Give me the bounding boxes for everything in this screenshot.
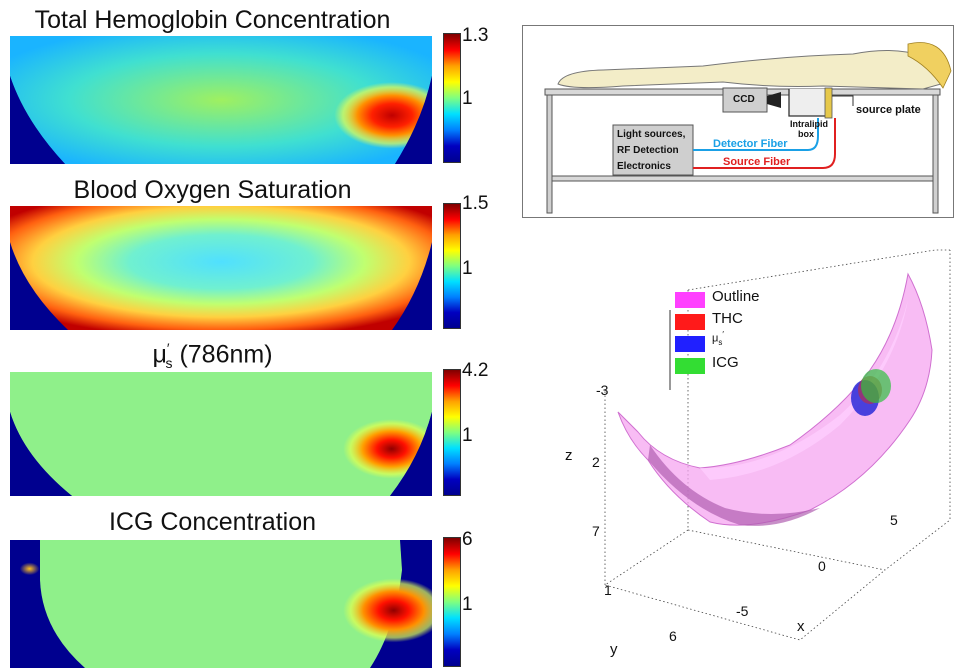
so2-map bbox=[10, 206, 432, 330]
legend-swatch-thc bbox=[675, 314, 705, 330]
legend-swatch-outline bbox=[675, 292, 705, 308]
y-tick-6: 6 bbox=[669, 628, 677, 644]
instrument-schematic: CCD source plate Intralipid box Light so… bbox=[522, 25, 954, 218]
x-tick-5: 5 bbox=[890, 512, 898, 528]
mus-colorbar-mid: 1 bbox=[462, 425, 473, 446]
legend-label-outline: Outline bbox=[712, 288, 760, 305]
detector-fiber-label: Detector Fiber bbox=[713, 138, 788, 150]
electronics-label-3: Electronics bbox=[617, 161, 671, 172]
patient-figure bbox=[557, 49, 942, 90]
ccd-label: CCD bbox=[733, 94, 755, 105]
bounding-box bbox=[604, 249, 951, 641]
icg-map bbox=[10, 540, 432, 668]
intralipid-label: Intralipid bbox=[790, 119, 828, 129]
table-leg-right bbox=[932, 94, 939, 214]
isosurface-3d-plot bbox=[604, 249, 951, 641]
legend-label-mus: μs′ bbox=[712, 330, 724, 347]
legend-mus-symbol: μ bbox=[712, 332, 719, 345]
mus-wavelength: (786nm) bbox=[179, 340, 273, 369]
electronics-label-2: RF Detection bbox=[617, 145, 679, 156]
so2-colorbar bbox=[443, 203, 461, 329]
z-tick-bottom: 7 bbox=[592, 523, 600, 539]
mus-hotspot bbox=[230, 372, 432, 496]
electronics-box bbox=[612, 124, 694, 176]
x-tick-0: 0 bbox=[818, 558, 826, 574]
legend-label-thc: THC bbox=[712, 310, 743, 327]
thc-colorbar-mid: 1 bbox=[462, 88, 473, 109]
thc-hotspot bbox=[210, 36, 432, 164]
mus-colorbar-max: 4.2 bbox=[462, 360, 489, 381]
legend-label-icg: ICG bbox=[712, 354, 739, 371]
icg-hotspot bbox=[230, 540, 432, 668]
thc-outer-mask bbox=[10, 76, 432, 164]
source-plate bbox=[824, 87, 833, 119]
icg-colorbar bbox=[443, 537, 461, 667]
mus-map bbox=[10, 372, 432, 496]
thc-map bbox=[10, 36, 432, 164]
source-plate-pointer bbox=[832, 95, 854, 106]
source-plate-label: source plate bbox=[856, 104, 921, 116]
source-fiber-line bbox=[693, 118, 836, 169]
legend-mus-prime: ′ bbox=[722, 330, 724, 339]
thc-colorbar bbox=[443, 33, 461, 163]
box-label: box bbox=[798, 129, 815, 139]
legend-mus-sub: s bbox=[718, 337, 723, 347]
so2-colorbar-max: 1.5 bbox=[462, 193, 489, 214]
mus-colorbar bbox=[443, 369, 461, 496]
source-fiber-label: Source Fiber bbox=[723, 156, 791, 168]
detector-fiber-line bbox=[693, 118, 819, 151]
mus-prime: ′ bbox=[166, 340, 170, 356]
schematic-drawing bbox=[544, 42, 952, 214]
z-tick-mid: 2 bbox=[592, 454, 600, 470]
icg-left-spot bbox=[10, 540, 150, 630]
legend-swatch-icg bbox=[675, 358, 705, 374]
x-tick-neg5: -5 bbox=[736, 603, 749, 619]
patient-hair bbox=[907, 42, 952, 89]
electronics-label-1: Light sources, bbox=[617, 129, 686, 140]
ccd-camera bbox=[722, 87, 768, 113]
z-axis-label: z bbox=[565, 447, 573, 464]
breast-outline-underside bbox=[648, 445, 820, 526]
so2-panel-title: Blood Oxygen Saturation bbox=[73, 176, 352, 204]
mus-symbol: μ bbox=[152, 340, 167, 369]
mus-subscript: s bbox=[165, 355, 173, 372]
intralipid-box bbox=[788, 89, 830, 117]
table-crossbar bbox=[551, 175, 934, 182]
so2-colorbar-mid: 1 bbox=[462, 258, 473, 279]
mus-outer-mask bbox=[10, 412, 432, 496]
thc-panel-title: Total Hemoglobin Concentration bbox=[34, 6, 391, 34]
table-leg-left bbox=[546, 94, 553, 214]
breast-outline-surface bbox=[617, 272, 933, 526]
legend-swatch-mus bbox=[675, 336, 705, 352]
icg-isosurface bbox=[861, 369, 891, 403]
icg-colorbar-mid: 1 bbox=[462, 594, 473, 615]
y-axis-label: y bbox=[610, 641, 618, 658]
ccd-lens bbox=[767, 92, 781, 108]
thc-colorbar-max: 1.3 bbox=[462, 25, 489, 46]
y-tick-1: 1 bbox=[604, 582, 612, 598]
x-axis-label: x bbox=[797, 618, 805, 635]
so2-breast-region bbox=[10, 206, 432, 330]
icg-colorbar-max: 6 bbox=[462, 529, 473, 550]
mus-panel-title: μ′s (786nm) bbox=[0, 340, 425, 371]
z-tick-top: -3 bbox=[596, 382, 609, 398]
icg-panel-title: ICG Concentration bbox=[108, 508, 317, 536]
